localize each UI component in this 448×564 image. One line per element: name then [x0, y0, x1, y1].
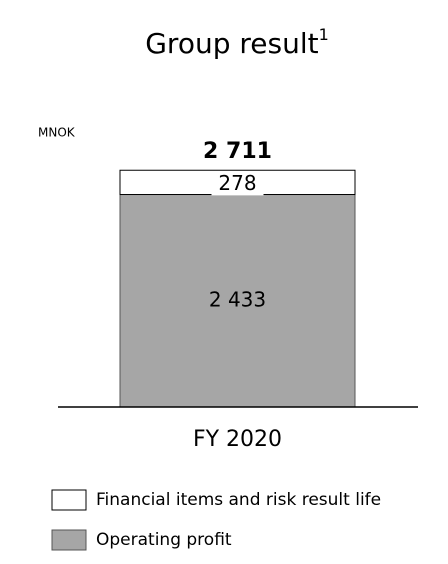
label-background	[211, 171, 264, 196]
legend-label: Financial items and risk result life	[96, 490, 381, 510]
chart-title: Group result1	[145, 25, 329, 61]
legend-swatch	[51, 529, 87, 551]
value-label: 2 433	[209, 287, 266, 311]
value-label: 278	[218, 171, 256, 195]
bar-segment	[119, 194, 356, 408]
legend-label: Operating profit	[96, 530, 232, 550]
legend-swatch	[51, 489, 87, 511]
total-label: 2 711	[203, 139, 272, 164]
title-note: 1	[319, 25, 329, 44]
x-tick-label: FY 2020	[193, 427, 282, 452]
y-axis-label: MNOK	[38, 126, 76, 140]
title-text: Group result	[145, 27, 318, 60]
